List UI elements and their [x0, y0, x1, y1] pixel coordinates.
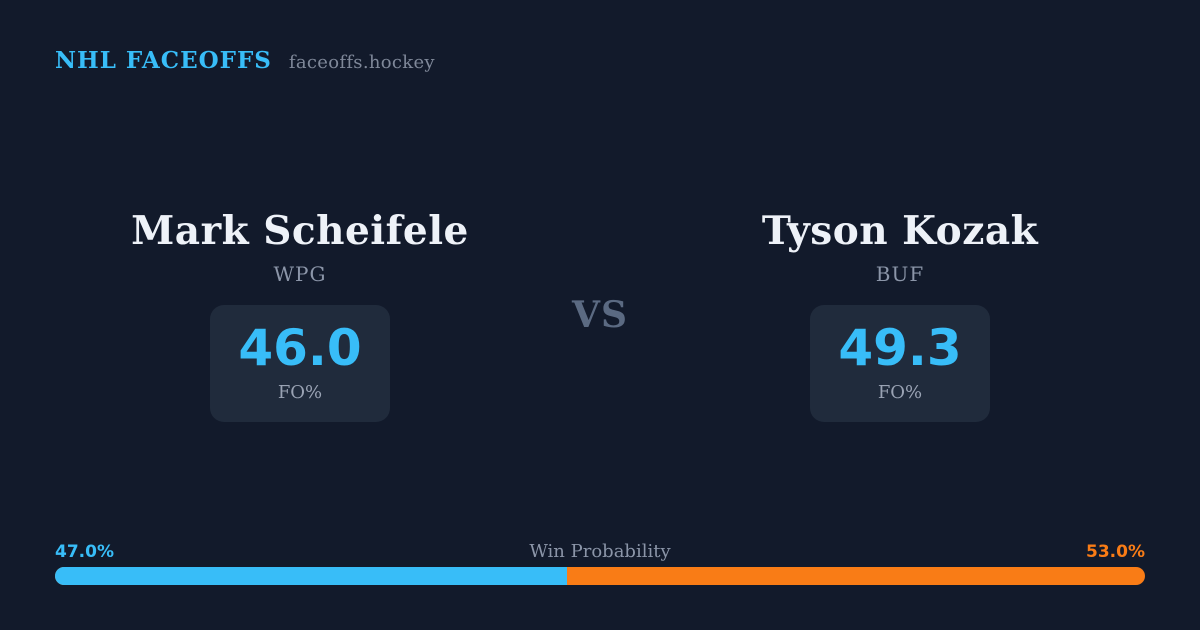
player-name-right: Tyson Kozak	[761, 208, 1039, 254]
player-card-left: Mark Scheifele WPG 46.0 FO%	[100, 210, 500, 422]
brand-logo-text: NHL FACEOFFS	[55, 47, 272, 74]
header: NHL FACEOFFS faceoffs.hockey	[55, 47, 435, 74]
win-probability-bar-left-fill	[55, 567, 568, 585]
stat-card-right: 49.3 FO%	[810, 304, 990, 422]
win-probability-right-pct: 53.0%	[1086, 542, 1145, 562]
player-team-left: WPG	[273, 261, 327, 286]
vs-label: VS	[572, 294, 628, 336]
player-card-right: Tyson Kozak BUF 49.3 FO%	[700, 210, 1100, 422]
win-probability-labels: 47.0% 53.0% Win Probability	[55, 541, 1145, 563]
stat-label-left: FO%	[277, 382, 323, 404]
stat-label-right: FO%	[877, 382, 923, 404]
win-probability-title: Win Probability	[529, 541, 671, 562]
win-probability-left-pct: 47.0%	[55, 542, 114, 562]
win-probability-bar	[55, 567, 1145, 585]
stat-value-left: 46.0	[238, 319, 362, 378]
player-team-right: BUF	[875, 261, 925, 286]
site-url-text: faceoffs.hockey	[288, 52, 435, 73]
stat-value-right: 49.3	[838, 319, 962, 378]
player-name-left: Mark Scheifele	[131, 208, 469, 254]
stat-card-left: 46.0 FO%	[210, 304, 390, 422]
